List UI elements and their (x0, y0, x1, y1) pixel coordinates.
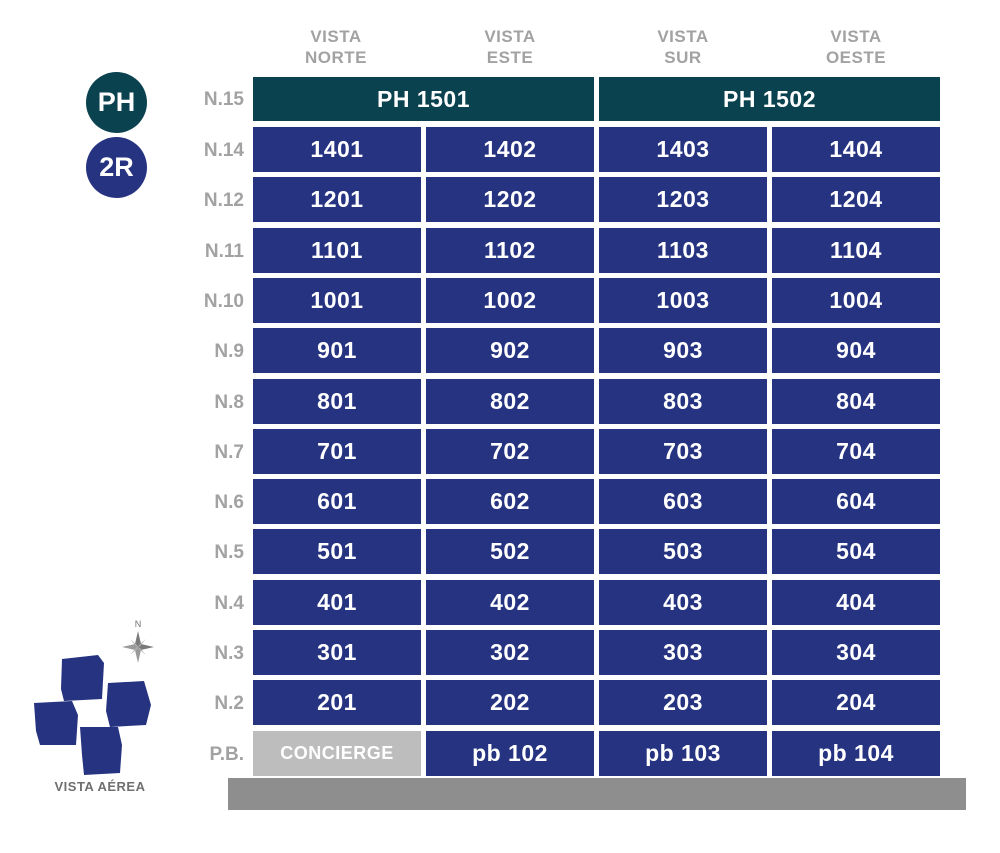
unit-cell[interactable]: 1204 (772, 177, 940, 222)
header-line: ESTE (486, 48, 534, 67)
unit-cell[interactable]: pb 104 (772, 731, 940, 776)
unit-cell[interactable]: 304 (772, 630, 940, 675)
unit-cell[interactable]: 601 (253, 479, 421, 524)
unit-cell[interactable]: 502 (426, 529, 594, 574)
legend-ph: PH (86, 72, 147, 133)
floor-label: N.11 (204, 241, 244, 262)
unit-cell[interactable]: 503 (599, 529, 767, 574)
header-vista-norte: VISTA NORTE (251, 26, 421, 68)
header-line: VISTA (830, 27, 882, 46)
floor-label: N.5 (214, 542, 244, 563)
unit-cell[interactable]: 904 (772, 328, 940, 373)
compass-north-label: N (135, 619, 142, 629)
floor-label: N.8 (214, 392, 244, 413)
header-line: VISTA (310, 27, 362, 46)
unit-cell[interactable]: 501 (253, 529, 421, 574)
unit-cell[interactable]: 1102 (426, 228, 594, 273)
aerial-view: N (34, 619, 154, 775)
floor-label: N.7 (214, 442, 244, 463)
unit-cell[interactable]: 1203 (599, 177, 767, 222)
unit-cell[interactable]: 403 (599, 580, 767, 625)
unit-cell[interactable]: 802 (426, 379, 594, 424)
header-vista-oeste: VISTA OESTE (771, 26, 941, 68)
header-vista-este: VISTA ESTE (425, 26, 595, 68)
unit-cell[interactable]: 803 (599, 379, 767, 424)
legend-2r: 2R (86, 137, 147, 198)
unit-cell[interactable]: 1101 (253, 228, 421, 273)
floor-label: N.10 (203, 291, 244, 312)
unit-cell[interactable]: 901 (253, 328, 421, 373)
unit-cell[interactable]: 1401 (253, 127, 421, 172)
unit-cell[interactable]: 402 (426, 580, 594, 625)
unit-cell[interactable]: 1002 (426, 278, 594, 323)
floor-label: N.15 (203, 89, 244, 110)
unit-cell[interactable]: 703 (599, 429, 767, 474)
unit-ph-1501[interactable]: PH 1501 (253, 77, 594, 121)
header-line: VISTA (484, 27, 536, 46)
unit-cell[interactable]: 704 (772, 429, 940, 474)
unit-cell[interactable]: 1104 (772, 228, 940, 273)
unit-cell[interactable]: 701 (253, 429, 421, 474)
unit-cell[interactable]: 804 (772, 379, 940, 424)
unit-cell[interactable]: 404 (772, 580, 940, 625)
unit-cell[interactable]: 504 (772, 529, 940, 574)
unit-cell[interactable]: 801 (253, 379, 421, 424)
floor-label: N.4 (214, 593, 244, 614)
unit-cell[interactable]: 1103 (599, 228, 767, 273)
unit-cell[interactable]: 1202 (426, 177, 594, 222)
unit-cell[interactable]: 1201 (253, 177, 421, 222)
header-line: VISTA (657, 27, 709, 46)
floor-label: P.B. (209, 744, 244, 765)
floor-label: N.12 (203, 190, 244, 211)
unit-cell[interactable]: 202 (426, 680, 594, 725)
unit-cell[interactable]: 604 (772, 479, 940, 524)
header-line: NORTE (305, 48, 367, 67)
unit-cell[interactable]: pb 102 (426, 731, 594, 776)
unit-cell[interactable]: 603 (599, 479, 767, 524)
unit-cell[interactable]: 903 (599, 328, 767, 373)
floor-label: N.2 (214, 693, 244, 714)
aerial-view-label: VISTA AÉREA (54, 779, 146, 794)
header-vista-sur: VISTA SUR (598, 26, 768, 68)
unit-cell[interactable]: 902 (426, 328, 594, 373)
header-line: OESTE (825, 48, 887, 67)
unit-cell[interactable]: 1404 (772, 127, 940, 172)
unit-cell[interactable]: 401 (253, 580, 421, 625)
unit-cell[interactable]: 201 (253, 680, 421, 725)
unit-cell[interactable]: 702 (426, 429, 594, 474)
building-footprint-icon (34, 655, 151, 775)
unit-cell[interactable]: pb 103 (599, 731, 767, 776)
unit-cell[interactable]: 1003 (599, 278, 767, 323)
unit-cell[interactable]: 203 (599, 680, 767, 725)
unit-cell[interactable]: 602 (426, 479, 594, 524)
floor-label: N.14 (203, 140, 244, 161)
unit-cell[interactable]: 303 (599, 630, 767, 675)
compass-icon: N (122, 619, 154, 663)
unit-cell[interactable]: 1004 (772, 278, 940, 323)
unit-cell[interactable]: 1403 (599, 127, 767, 172)
floor-label: N.9 (214, 341, 244, 362)
concierge-cell[interactable]: CONCIERGE (253, 731, 421, 776)
unit-cell[interactable]: 204 (772, 680, 940, 725)
unit-cell[interactable]: 1402 (426, 127, 594, 172)
floor-label: N.6 (214, 492, 244, 513)
unit-cell[interactable]: 1001 (253, 278, 421, 323)
floor-label: N.3 (214, 643, 244, 664)
header-line: SUR (664, 48, 702, 67)
base-bar (228, 778, 966, 810)
unit-cell[interactable]: 301 (253, 630, 421, 675)
unit-ph-1502[interactable]: PH 1502 (599, 77, 940, 121)
unit-cell[interactable]: 302 (426, 630, 594, 675)
